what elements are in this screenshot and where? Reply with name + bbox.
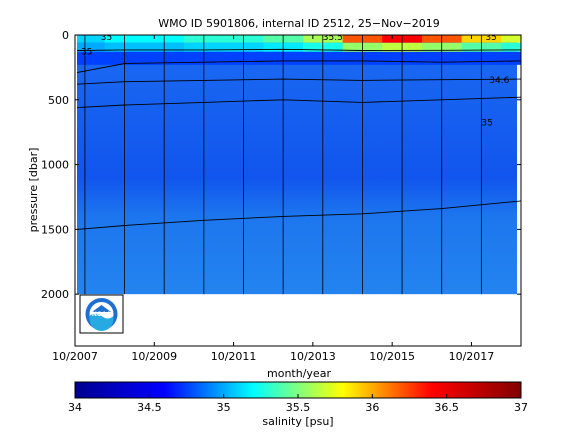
plot-area: 35 35 35.5 35 34.6 35 [76, 33, 521, 295]
year-lines [84, 35, 521, 295]
x-tick-label: 10/2017 [449, 350, 495, 363]
colorbar-label: salinity [psu] [262, 415, 333, 428]
contour-line [76, 200, 521, 230]
y-tick-label: 1500 [41, 223, 69, 236]
logo-bird-icon [92, 305, 111, 312]
colorbar-tick-label: 35.5 [286, 401, 311, 414]
contour-label: 35 [81, 47, 92, 57]
y-tick-label: 2000 [41, 288, 69, 301]
y-tick-label: 0 [62, 29, 69, 42]
x-tick-label: 10/2007 [52, 350, 98, 363]
surface-cell [501, 35, 521, 43]
contour-lines [76, 48, 521, 230]
colorbar-axis: 34 34.5 35 35.5 36 36.5 37 [68, 394, 528, 414]
x-axis: 10/2007 10/2009 10/2011 10/2013 10/2015 10/20… [52, 35, 494, 363]
contour-label: 34.6 [489, 76, 509, 86]
x-tick-label: 10/2013 [290, 350, 336, 363]
surface-cell [501, 42, 521, 52]
contour-label: 35 [485, 33, 496, 43]
surface-cell [76, 42, 106, 52]
colorbar-tick-label: 36.5 [434, 401, 459, 414]
y-axis: 0 500 1000 1500 2000 [41, 29, 521, 301]
y-tick-label: 500 [48, 94, 69, 107]
contour-label: 35 [101, 33, 112, 43]
x-tick-label: 10/2015 [369, 350, 415, 363]
colorbar-tick-label: 34 [68, 401, 82, 414]
surface-cell [501, 51, 521, 65]
x-tick-label: 10/2011 [211, 350, 257, 363]
logo-text: NOAA [92, 311, 112, 318]
y-axis-label: pressure [dbar] [27, 148, 40, 233]
contour-label: 35 [481, 119, 492, 129]
contour-line [76, 78, 521, 85]
x-axis-label: month/year [267, 367, 331, 380]
colorbar-tick-label: 37 [514, 401, 528, 414]
contour-line [76, 48, 521, 51]
contour-label: 35.5 [323, 33, 343, 43]
colorbar-tick-label: 34.5 [137, 401, 162, 414]
colorbar-tick-label: 36 [365, 401, 379, 414]
contour-line [76, 96, 521, 109]
noaa-logo: NOAA [79, 294, 124, 334]
x-tick-label: 10/2009 [131, 350, 177, 363]
contour-labels: 35 35 35.5 35 34.6 35 [81, 33, 510, 129]
plot-frame [74, 34, 522, 347]
logo-wave-icon [89, 313, 114, 331]
colorbar-tick-label: 35 [217, 401, 231, 414]
surface-cell [76, 51, 106, 65]
surface-cell [76, 35, 106, 43]
chart-title: WMO ID 5901806, internal ID 2512, 25−Nov… [158, 17, 440, 30]
contour-line [76, 60, 521, 74]
y-tick-label: 1000 [41, 159, 69, 172]
data-field [77, 35, 517, 295]
